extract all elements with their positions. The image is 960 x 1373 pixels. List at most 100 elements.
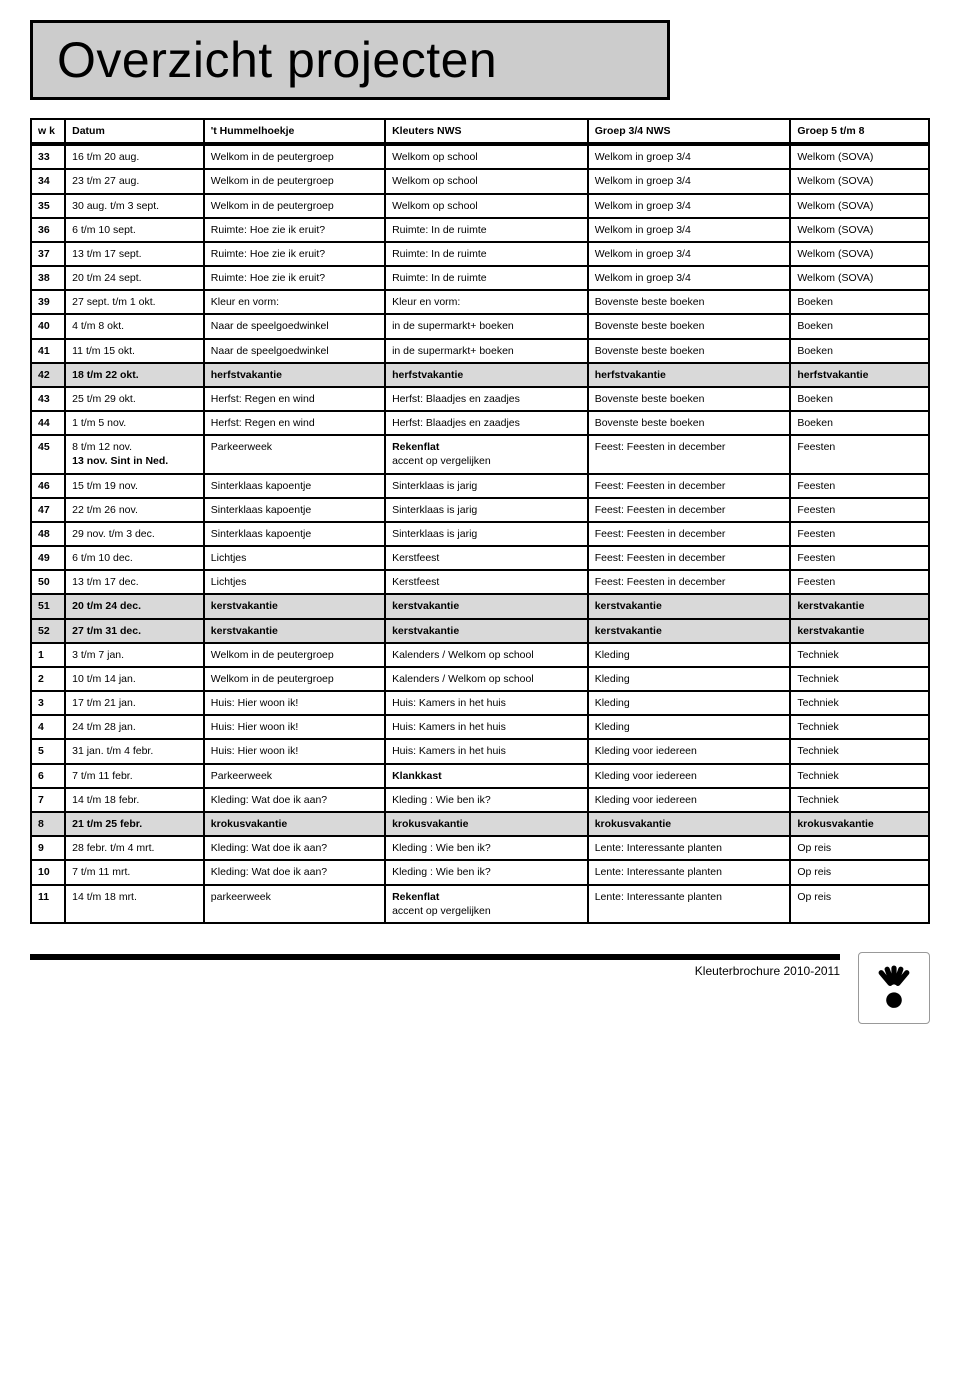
table-row: 3316 t/m 20 aug.Welkom in de peutergroep… — [31, 145, 929, 169]
cell: Kleding: Wat doe ik aan? — [204, 788, 385, 812]
cell: Kleding: Wat doe ik aan? — [204, 836, 385, 860]
cell: Kalenders / Welkom op school — [385, 643, 588, 667]
cell: 17 t/m 21 jan. — [65, 691, 204, 715]
cell: Welkom in de peutergroep — [204, 145, 385, 169]
cell: krokusvakantie — [204, 812, 385, 836]
cell: Kleding : Wie ben ik? — [385, 788, 588, 812]
cell: Feest: Feesten in december — [588, 570, 791, 594]
cell: 28 febr. t/m 4 mrt. — [65, 836, 204, 860]
cell: 49 — [31, 546, 65, 570]
cell: 30 aug. t/m 3 sept. — [65, 194, 204, 218]
cell: Ruimte: In de ruimte — [385, 266, 588, 290]
cell: Techniek — [790, 667, 929, 691]
cell: 31 jan. t/m 4 febr. — [65, 739, 204, 763]
cell: 14 t/m 18 febr. — [65, 788, 204, 812]
cell: Huis: Kamers in het huis — [385, 715, 588, 739]
cell: 34 — [31, 169, 65, 193]
cell: Huis: Kamers in het huis — [385, 739, 588, 763]
cell: 18 t/m 22 okt. — [65, 363, 204, 387]
cell: 20 t/m 24 dec. — [65, 594, 204, 618]
cell: Feest: Feesten in december — [588, 474, 791, 498]
cell: Kleding : Wie ben ik? — [385, 860, 588, 884]
cell: Feest: Feesten in december — [588, 435, 791, 473]
cell: Kleding: Wat doe ik aan? — [204, 860, 385, 884]
cell: 16 t/m 20 aug. — [65, 145, 204, 169]
cell: Lente: Interessante planten — [588, 860, 791, 884]
cell: Huis: Hier woon ik! — [204, 691, 385, 715]
cell: Feesten — [790, 570, 929, 594]
cell: Herfst: Regen en wind — [204, 387, 385, 411]
cell: Huis: Kamers in het huis — [385, 691, 588, 715]
cell: Lichtjes — [204, 546, 385, 570]
cell: kerstvakantie — [385, 619, 588, 643]
cell: Welkom in de peutergroep — [204, 667, 385, 691]
cell: 47 — [31, 498, 65, 522]
cell: 41 — [31, 339, 65, 363]
cell: Boeken — [790, 387, 929, 411]
cell: Kerstfeest — [385, 546, 588, 570]
cell: Techniek — [790, 788, 929, 812]
cell: 52 — [31, 619, 65, 643]
cell: 11 t/m 15 okt. — [65, 339, 204, 363]
table-header-row: w k Datum 't Hummelhoekje Kleuters NWS G… — [31, 119, 929, 143]
cell: in de supermarkt+ boeken — [385, 314, 588, 338]
cell: 1 — [31, 643, 65, 667]
table-row: 366 t/m 10 sept.Ruimte: Hoe zie ik eruit… — [31, 218, 929, 242]
cell: Ruimte: Hoe zie ik eruit? — [204, 218, 385, 242]
cell: Op reis — [790, 836, 929, 860]
cell: Bovenste beste boeken — [588, 290, 791, 314]
col-datum: Datum — [65, 119, 204, 143]
cell: 9 — [31, 836, 65, 860]
table-row: 424 t/m 28 jan.Huis: Hier woon ik!Huis: … — [31, 715, 929, 739]
cell: Ruimte: In de ruimte — [385, 242, 588, 266]
cell: Welkom in groep 3/4 — [588, 194, 791, 218]
cell: krokusvakantie — [790, 812, 929, 836]
cell: Rekenflataccent op vergelijken — [385, 435, 588, 473]
cell: Welkom (SOVA) — [790, 145, 929, 169]
cell: kerstvakantie — [588, 619, 791, 643]
table-row: 928 febr. t/m 4 mrt.Kleding: Wat doe ik … — [31, 836, 929, 860]
cell: Techniek — [790, 691, 929, 715]
cell: Feest: Feesten in december — [588, 522, 791, 546]
table-row: 210 t/m 14 jan.Welkom in de peutergroepK… — [31, 667, 929, 691]
cell: herfstvakantie — [790, 363, 929, 387]
cell: Sinterklaas kapoentje — [204, 474, 385, 498]
table-row: 67 t/m 11 febr.ParkeerweekKlankkastKledi… — [31, 764, 929, 788]
footer-logo-icon — [858, 952, 930, 1024]
cell: 43 — [31, 387, 65, 411]
cell: 50 — [31, 570, 65, 594]
cell: 5 — [31, 739, 65, 763]
cell: Kleding — [588, 667, 791, 691]
cell: 38 — [31, 266, 65, 290]
cell: 22 t/m 26 nov. — [65, 498, 204, 522]
cell: Boeken — [790, 290, 929, 314]
cell: 33 — [31, 145, 65, 169]
cell: Naar de speelgoedwinkel — [204, 339, 385, 363]
table-row: 5227 t/m 31 dec.kerstvakantiekerstvakant… — [31, 619, 929, 643]
cell: Kleding voor iedereen — [588, 764, 791, 788]
cell: Kleding — [588, 715, 791, 739]
cell: 40 — [31, 314, 65, 338]
cell: Sinterklaas kapoentje — [204, 498, 385, 522]
table-row: 3820 t/m 24 sept.Ruimte: Hoe zie ik erui… — [31, 266, 929, 290]
cell: Huis: Hier woon ik! — [204, 739, 385, 763]
cell: 7 t/m 11 febr. — [65, 764, 204, 788]
cell: Bovenste beste boeken — [588, 314, 791, 338]
cell: Ruimte: Hoe zie ik eruit? — [204, 266, 385, 290]
cell: Lente: Interessante planten — [588, 836, 791, 860]
footer-text: Kleuterbrochure 2010-2011 — [30, 960, 840, 978]
table-row: 441 t/m 5 nov.Herfst: Regen en windHerfs… — [31, 411, 929, 435]
table-row: 4722 t/m 26 nov.Sinterklaas kapoentjeSin… — [31, 498, 929, 522]
cell: in de supermarkt+ boeken — [385, 339, 588, 363]
cell: 27 t/m 31 dec. — [65, 619, 204, 643]
col-kleuters: Kleuters NWS — [385, 119, 588, 143]
cell: Welkom op school — [385, 169, 588, 193]
cell: 15 t/m 19 nov. — [65, 474, 204, 498]
table-row: 107 t/m 11 mrt.Kleding: Wat doe ik aan?K… — [31, 860, 929, 884]
cell: Huis: Hier woon ik! — [204, 715, 385, 739]
cell: Op reis — [790, 860, 929, 884]
cell: Kleur en vorm: — [204, 290, 385, 314]
cell: kerstvakantie — [204, 619, 385, 643]
cell: Herfst: Regen en wind — [204, 411, 385, 435]
cell: Welkom (SOVA) — [790, 242, 929, 266]
